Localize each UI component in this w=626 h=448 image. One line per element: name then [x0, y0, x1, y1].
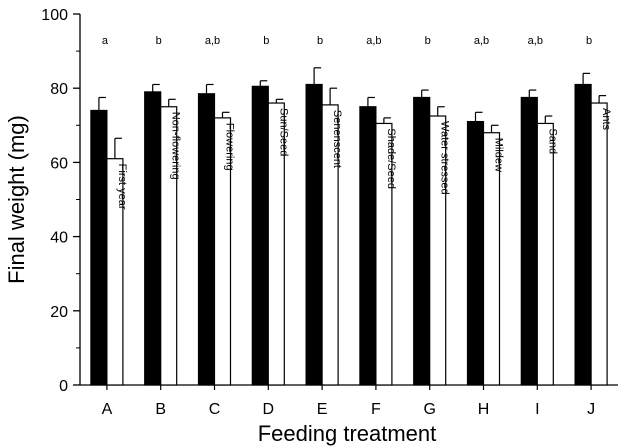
bar-text-label: Sand [546, 128, 558, 154]
bar-text-label: Shade/Seed [385, 128, 397, 189]
significance-label: b [263, 35, 269, 47]
y-tick-label: 20 [50, 304, 68, 321]
bar-black [574, 83, 592, 386]
bar-text-label: Flowering [224, 123, 236, 171]
bar-text-label: Senenscent [331, 110, 343, 168]
significance-label: b [586, 35, 592, 47]
x-tick-label: B [155, 401, 166, 418]
y-tick-label: 80 [50, 81, 68, 98]
bar-black [305, 83, 323, 386]
bar-labels: a First year b Non-flowering a,b Flowering b Su… [102, 35, 612, 210]
x-tick-label: D [263, 401, 275, 418]
significance-label: a,b [528, 35, 543, 47]
bars [90, 67, 608, 386]
bar-text-label: Ants [600, 108, 612, 131]
significance-label: b [156, 35, 162, 47]
x-tick-label: G [423, 401, 435, 418]
bar-black [251, 85, 269, 386]
x-tick-label: J [587, 401, 595, 418]
bar-black [90, 109, 108, 386]
x-tick-label: E [317, 401, 328, 418]
bar-text-label: First year [116, 164, 128, 210]
significance-label: a [102, 35, 109, 47]
significance-label: b [317, 35, 323, 47]
bar-text-label: Non-flowering [170, 112, 182, 180]
bar-black [520, 96, 538, 386]
significance-label: a,b [366, 35, 381, 47]
x-tick-label: A [102, 401, 113, 418]
x-axis-title: Feeding treatment [258, 421, 437, 446]
x-tick-label: H [478, 401, 490, 418]
significance-label: b [425, 35, 431, 47]
y-tick-label: 0 [59, 378, 68, 395]
x-tick-label: C [209, 401, 221, 418]
bar-text-label: Mildew [493, 138, 505, 172]
x-tick-label: I [535, 401, 539, 418]
bar-black [466, 120, 485, 386]
y-axis-title: Final weight (mg) [4, 115, 29, 284]
bar-text-label: Sun/Seed [277, 108, 289, 156]
y-tick-label: 40 [50, 230, 68, 247]
significance-label: a,b [205, 35, 220, 47]
significance-label: a,b [474, 35, 489, 47]
bar-black [197, 93, 216, 386]
bar-white [590, 102, 608, 386]
y-tick-label: 60 [50, 155, 68, 172]
bar-white [536, 122, 554, 386]
x-ticks: A B C D E F G H I J [102, 385, 595, 418]
x-tick-label: F [371, 401, 381, 418]
y-ticks: 0 20 40 60 80 100 [41, 7, 80, 395]
bar-black [413, 96, 431, 386]
bar-black [359, 106, 377, 386]
y-tick-label: 100 [41, 7, 68, 24]
bar-text-label: Water stressed [439, 121, 451, 195]
bar-black [144, 91, 162, 386]
